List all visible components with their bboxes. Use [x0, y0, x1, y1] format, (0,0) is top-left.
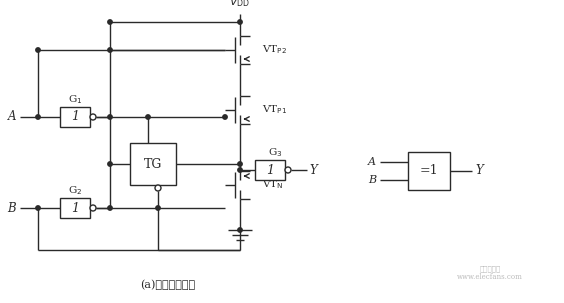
Text: G$_3$: G$_3$ — [268, 147, 282, 159]
Text: Y: Y — [475, 165, 483, 178]
Circle shape — [146, 115, 150, 119]
Bar — [130, 143, 176, 185]
Circle shape — [108, 162, 112, 166]
Circle shape — [238, 228, 242, 232]
Text: Y: Y — [309, 164, 317, 177]
Text: A: A — [7, 111, 16, 124]
Text: www.elecfans.com: www.elecfans.com — [457, 273, 523, 281]
Text: $V_{\mathrm{DD}}$: $V_{\mathrm{DD}}$ — [230, 0, 250, 9]
Text: A: A — [368, 157, 376, 167]
Text: VT$_{\mathrm{P2}}$: VT$_{\mathrm{P2}}$ — [262, 44, 287, 56]
Text: TG: TG — [144, 158, 162, 171]
Circle shape — [108, 206, 112, 210]
Bar — [60, 198, 90, 218]
Circle shape — [90, 114, 96, 120]
Circle shape — [36, 48, 40, 52]
Text: =1: =1 — [420, 165, 438, 178]
Circle shape — [90, 205, 96, 211]
Circle shape — [285, 167, 291, 173]
Text: 1: 1 — [266, 164, 274, 177]
Text: G$_2$: G$_2$ — [68, 185, 82, 197]
Circle shape — [108, 115, 112, 119]
Circle shape — [36, 206, 40, 210]
Circle shape — [156, 206, 160, 210]
Circle shape — [108, 20, 112, 24]
Circle shape — [155, 185, 161, 191]
Text: 1: 1 — [71, 201, 79, 215]
Circle shape — [238, 162, 242, 166]
Text: G$_1$: G$_1$ — [68, 94, 82, 106]
Circle shape — [223, 115, 227, 119]
Circle shape — [36, 115, 40, 119]
Circle shape — [108, 48, 112, 52]
Circle shape — [238, 168, 242, 172]
Circle shape — [238, 20, 242, 24]
Text: VT$_{\mathrm{P1}}$: VT$_{\mathrm{P1}}$ — [262, 104, 287, 116]
Text: 电子发烧友: 电子发烧友 — [479, 264, 501, 272]
Text: B: B — [368, 175, 376, 185]
Text: B: B — [7, 201, 16, 215]
Text: 1: 1 — [71, 111, 79, 124]
Text: VT$_{\mathrm{N}}$: VT$_{\mathrm{N}}$ — [262, 178, 283, 191]
Text: (a)异或门电路图: (a)异或门电路图 — [140, 280, 196, 290]
Bar — [60, 107, 90, 127]
Bar — [408, 152, 450, 190]
Bar — [255, 160, 285, 180]
